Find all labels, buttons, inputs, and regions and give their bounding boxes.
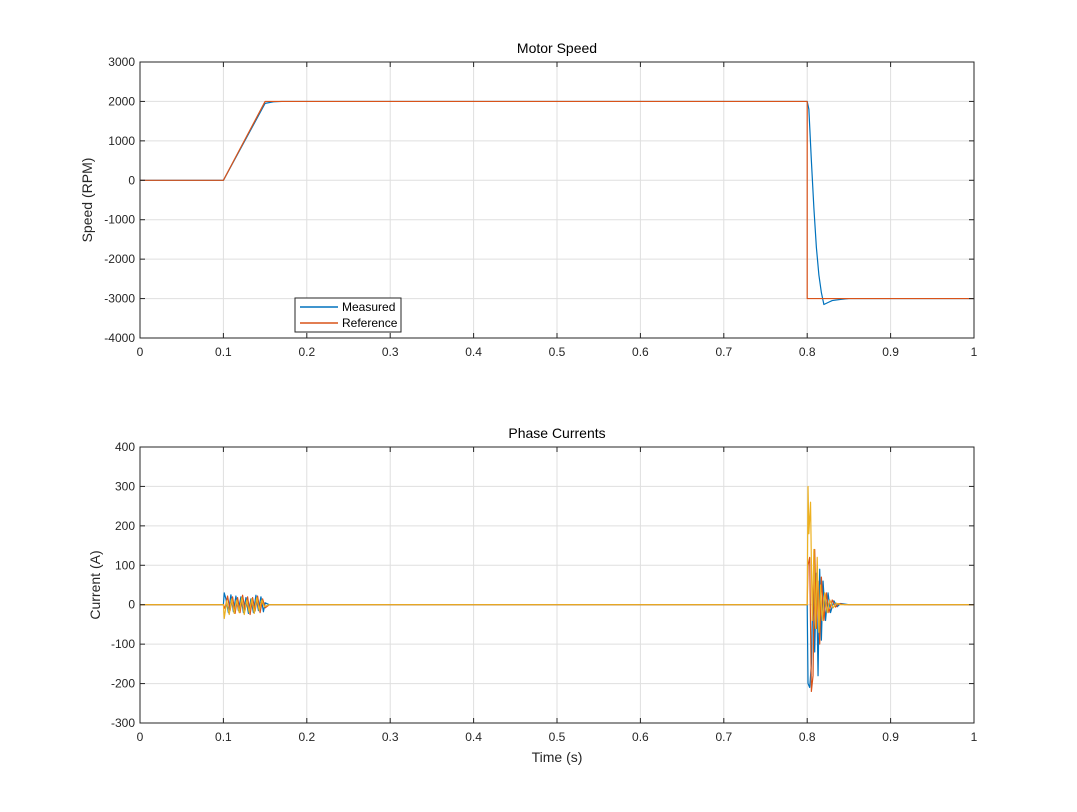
y-tick-label: 3000 — [108, 55, 135, 69]
axes-motor-speed: 0 0.1 0.2 0.3 0.4 0.5 0.6 0.7 0.8 0.9 1 -4000 -3000 -… — [79, 40, 978, 359]
x-tick-label: 0.9 — [882, 345, 899, 359]
y-tick-label: -1000 — [104, 213, 135, 227]
x-tick-label: 0.4 — [465, 345, 482, 359]
x-tick-label: 1 — [971, 730, 978, 744]
y-tick-label: 0 — [128, 598, 135, 612]
x-tick-label: 0.3 — [382, 345, 399, 359]
x-tick-label: 0.8 — [799, 345, 816, 359]
y-tick-label: 200 — [115, 519, 135, 533]
y-tick-label: -2000 — [104, 252, 135, 266]
x-tick-label: 0.1 — [215, 345, 232, 359]
y-tick-label: -4000 — [104, 331, 135, 345]
y-tick-label: -100 — [111, 637, 135, 651]
y-tick-label: 400 — [115, 440, 135, 454]
y-tick-label: 2000 — [108, 94, 135, 108]
x-tick-label: 0.5 — [549, 345, 566, 359]
series-group-phase-currents — [140, 485, 974, 693]
y-tick-label: -200 — [111, 677, 135, 691]
x-tick-label: 0.1 — [215, 730, 232, 744]
x-tick-label: 0 — [137, 730, 144, 744]
chart-title-motor-speed: Motor Speed — [517, 40, 597, 56]
legend-box — [294, 297, 402, 333]
x-tick-label: 0.4 — [465, 730, 482, 744]
x-tick-label: 0.2 — [298, 730, 315, 744]
x-tick-label: 0.7 — [715, 345, 732, 359]
y-tick-label: -3000 — [104, 292, 135, 306]
axes-phase-currents: 0 0.1 0.2 0.3 0.4 0.5 0.6 0.7 0.8 0.9 1 -300 -200 -10… — [87, 425, 978, 765]
x-tick-label: 0.9 — [882, 730, 899, 744]
x-tick-label: 0 — [137, 345, 144, 359]
x-tick-label: 0.2 — [298, 345, 315, 359]
legend-label-measured: Measured — [342, 300, 395, 314]
y-tick-label: 300 — [115, 479, 135, 493]
series-line-motor-speed-reference — [140, 100, 974, 300]
x-tick-label: 0.8 — [799, 730, 816, 744]
legend-label-reference: Reference — [342, 316, 398, 330]
x-tick-label: 0.5 — [549, 730, 566, 744]
y-tick-label: -300 — [111, 716, 135, 730]
x-axis-label-phase-currents: Time (s) — [532, 749, 583, 765]
y-tick-label: 1000 — [108, 134, 135, 148]
x-tick-label: 0.6 — [632, 345, 649, 359]
ticks-phase-currents: 0 0.1 0.2 0.3 0.4 0.5 0.6 0.7 0.8 0.9 1 -300 -200 -10… — [111, 440, 978, 744]
y-tick-label: 100 — [115, 558, 135, 572]
x-tick-label: 0.6 — [632, 730, 649, 744]
x-tick-label: 1 — [971, 345, 978, 359]
legend-motor-speed: Measured Reference — [294, 297, 402, 333]
series-group-motor-speed — [140, 100, 974, 306]
x-tick-label: 0.3 — [382, 730, 399, 744]
x-tick-label: 0.7 — [715, 730, 732, 744]
chart-title-phase-currents: Phase Currents — [508, 425, 605, 441]
y-axis-label-motor-speed: Speed (RPM) — [79, 158, 95, 243]
series-line-phase-currents-3 — [140, 485, 974, 633]
y-tick-label: 0 — [128, 173, 135, 187]
ticks-motor-speed: 0 0.1 0.2 0.3 0.4 0.5 0.6 0.7 0.8 0.9 1 -4000 -3000 -… — [104, 55, 977, 359]
y-axis-label-phase-currents: Current (A) — [87, 550, 103, 619]
